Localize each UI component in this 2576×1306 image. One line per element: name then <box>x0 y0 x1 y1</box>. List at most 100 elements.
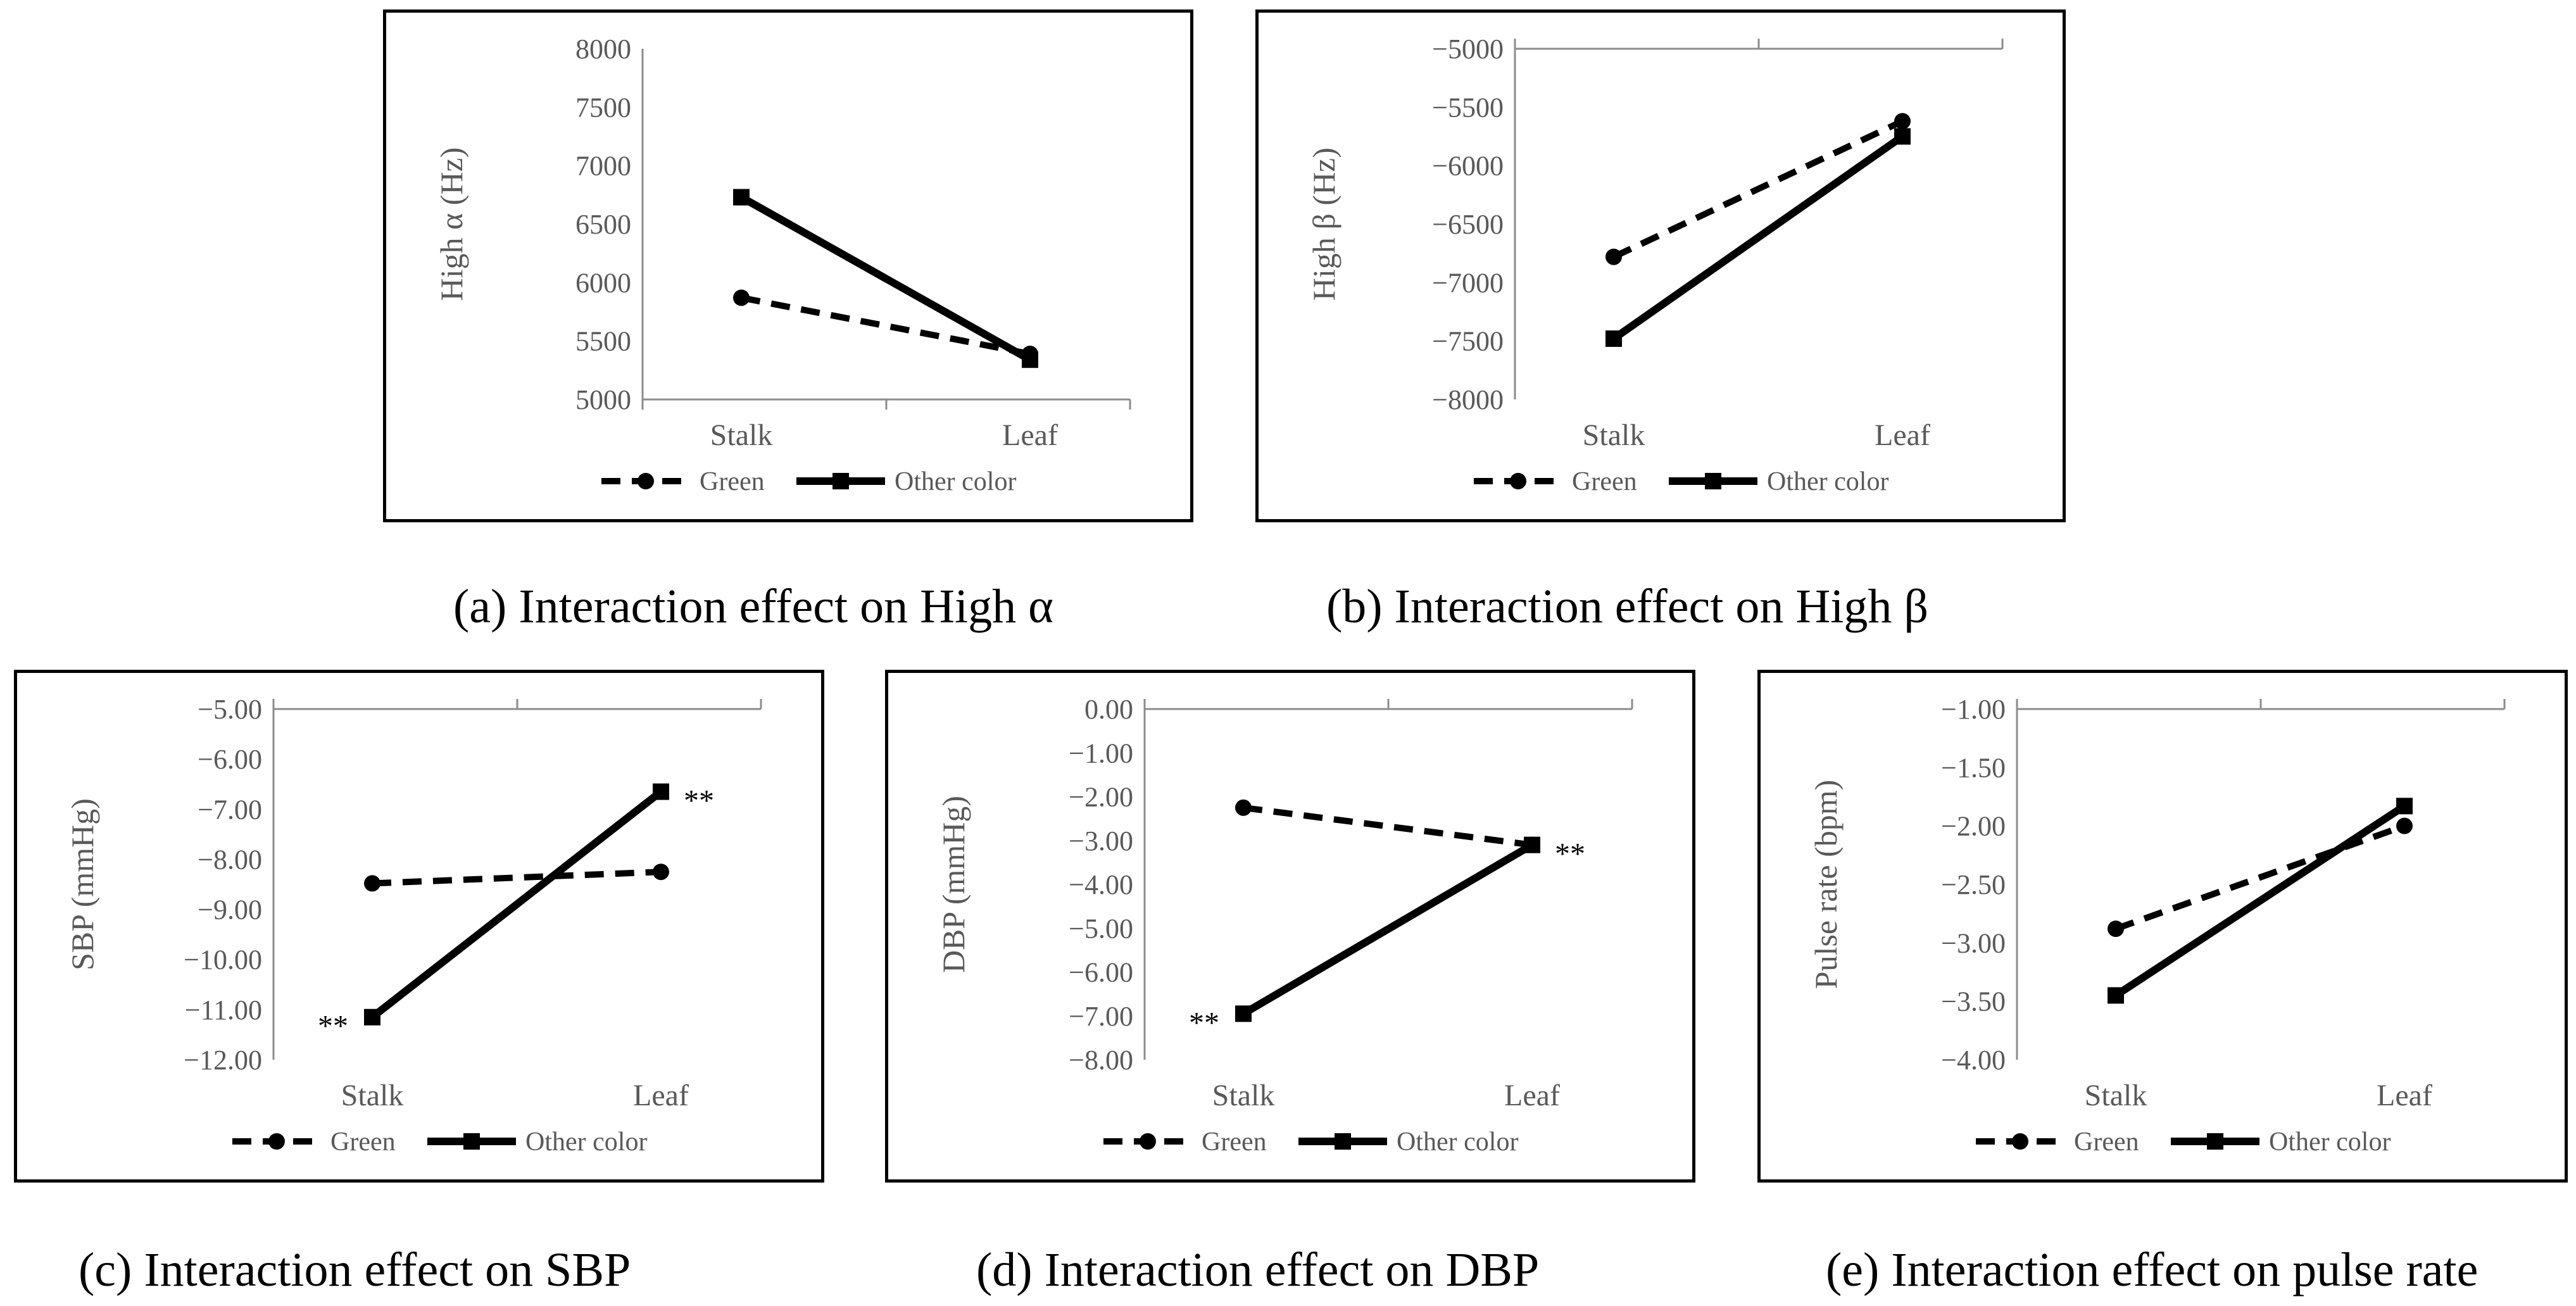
y-tick-label: −10.00 <box>184 945 262 976</box>
chart-panel-c: −5.00 −6.00 −7.00 −8.00 −9.00 −10.00 −11.00 −12… <box>14 670 824 1183</box>
legend-marker-green <box>1140 1133 1156 1150</box>
y-tick-label: 5000 <box>575 384 631 415</box>
legend-marker-other-color <box>1335 1133 1351 1150</box>
series-line-other-color <box>1241 841 1535 1017</box>
chart-d-svg: 0.00 −1.00 −2.00 −3.00 −4.00 −5.00 −6.00 −7.00 −… <box>936 694 1633 1157</box>
legend-marker-green <box>638 473 654 489</box>
legend-marker-green <box>268 1133 285 1150</box>
legend-label-other-color: Other color <box>1767 467 1888 496</box>
chart-a-svg: 8000 7500 7000 6500 6000 5500 5000 Stalk Leaf Hig… <box>434 34 1131 496</box>
y-tick-label: −3.00 <box>1941 927 2006 958</box>
legend-label-green: Green <box>700 467 765 496</box>
y-tick-label: −12.00 <box>184 1045 262 1076</box>
series-line-other-color <box>739 194 1032 363</box>
y-tick-label: −6.00 <box>198 744 262 775</box>
y-tick-label: −7000 <box>1432 267 1504 298</box>
x-category-label: Leaf <box>633 1079 689 1112</box>
chart-b-svg: −5000 −5500 −6000 −6500 −7000 −7500 −8000 Stalk… <box>1306 34 2004 496</box>
y-tick-label: −5000 <box>1432 34 1504 65</box>
y-tick-label: −1.00 <box>1069 738 1133 769</box>
significance-marker: ** <box>684 784 714 818</box>
legend-marker-other-color <box>832 473 849 489</box>
legend-marker-other-color <box>2207 1133 2223 1150</box>
legend-marker-green <box>1510 473 1526 489</box>
y-tick-label: −11.00 <box>185 995 262 1026</box>
chart-panel-a: 8000 7500 7000 6500 6000 5500 5000 Stalk Leaf Hig… <box>383 9 1193 522</box>
legend-label-green: Green <box>2074 1127 2139 1157</box>
x-category-label: Stalk <box>2085 1079 2147 1112</box>
y-tick-label: −2.50 <box>1941 869 2006 900</box>
y-tick-label: −8.00 <box>198 844 262 875</box>
y-axis-title: DBP (mmHg) <box>936 796 971 973</box>
y-tick-label: −6000 <box>1432 151 1504 182</box>
y-axis-title: Pulse rate (bpm) <box>1808 780 1844 989</box>
series-line-green <box>1612 118 1904 260</box>
series-line-green <box>2114 822 2406 932</box>
chart-c-svg: −5.00 −6.00 −7.00 −8.00 −9.00 −10.00 −11.00 −12… <box>65 694 762 1157</box>
y-tick-label: −5500 <box>1432 92 1504 123</box>
y-tick-label: −8.00 <box>1069 1045 1133 1076</box>
y-tick-label: −5.00 <box>1069 913 1133 944</box>
data-point-other-color <box>1235 1005 1252 1022</box>
y-tick-label: −2.00 <box>1069 782 1133 813</box>
y-tick-label: −6500 <box>1432 209 1504 240</box>
x-category-label: Leaf <box>1504 1079 1560 1112</box>
chart-e-svg: −1.00 −1.50 −2.00 −2.50 −3.00 −3.50 −4.00 Stalk… <box>1808 694 2506 1157</box>
y-tick-label: −4.00 <box>1941 1045 2006 1076</box>
data-point-green <box>1605 248 1622 265</box>
legend-marker-other-color <box>463 1133 480 1150</box>
significance-marker: ** <box>318 1010 348 1043</box>
y-tick-label: −7500 <box>1432 326 1504 357</box>
series-line-green <box>372 869 662 887</box>
data-point-other-color <box>2396 798 2413 815</box>
x-category-label: Stalk <box>1583 418 1645 452</box>
y-tick-label: −6.00 <box>1069 957 1133 988</box>
legend-label-other-color: Other color <box>2269 1127 2391 1157</box>
data-point-other-color <box>1605 330 1622 347</box>
legend-label-other-color: Other color <box>525 1127 647 1157</box>
legend-marker-green <box>2012 1133 2028 1150</box>
data-point-other-color <box>1894 128 1911 145</box>
legend-label-green: Green <box>1572 467 1637 496</box>
y-tick-label: 7000 <box>575 151 631 182</box>
legend-label-green: Green <box>1202 1127 1267 1157</box>
series-line-green <box>741 294 1031 357</box>
y-tick-label: −5.00 <box>198 694 262 725</box>
y-tick-label: 5500 <box>575 326 631 357</box>
x-category-label: Leaf <box>1875 418 1930 452</box>
y-tick-label: 7500 <box>575 92 631 123</box>
x-category-label: Stalk <box>710 418 773 452</box>
legend-label-green: Green <box>330 1127 396 1157</box>
y-axis-title: High β (Hz) <box>1306 148 1341 301</box>
data-point-other-color <box>364 1008 380 1026</box>
y-tick-label: −8000 <box>1432 384 1504 415</box>
series-line-other-color <box>370 788 663 1020</box>
y-tick-label: −2.00 <box>1941 811 2006 842</box>
caption-d: (d) Interaction effect on DBP <box>976 1243 1540 1297</box>
caption-b: (b) Interaction effect on High β <box>1326 580 1929 633</box>
x-category-label: Leaf <box>1002 418 1058 452</box>
significance-marker: ** <box>1189 1006 1219 1039</box>
chart-panel-b: −5000 −5500 −6000 −6500 −7000 −7500 −8000 Stalk… <box>1255 9 2066 522</box>
y-axis-title: High α (Hz) <box>434 148 469 301</box>
y-tick-label: −7.00 <box>1069 1001 1133 1032</box>
data-point-green <box>1235 799 1252 816</box>
data-point-other-color <box>733 189 750 206</box>
series-line-other-color <box>1611 133 1905 342</box>
data-point-other-color <box>1022 351 1038 368</box>
data-point-other-color <box>1524 836 1540 853</box>
y-tick-label: −1.50 <box>1941 752 2006 783</box>
chart-panel-e: −1.00 −1.50 −2.00 −2.50 −3.00 −3.50 −4.00 Stalk… <box>1757 670 2568 1183</box>
y-tick-label: 8000 <box>575 34 631 65</box>
y-tick-label: 6000 <box>575 267 631 298</box>
data-point-green <box>733 289 750 306</box>
caption-a: (a) Interaction effect on High α <box>453 580 1053 633</box>
caption-c: (c) Interaction effect on SBP <box>79 1243 631 1297</box>
x-category-label: Stalk <box>1212 1079 1275 1112</box>
data-point-other-color <box>2108 987 2124 1004</box>
legend-label-other-color: Other color <box>895 467 1016 496</box>
y-tick-label: −3.00 <box>1069 826 1133 857</box>
data-point-green <box>653 863 669 881</box>
series-line-green <box>1243 804 1533 848</box>
x-category-label: Leaf <box>2377 1079 2432 1112</box>
